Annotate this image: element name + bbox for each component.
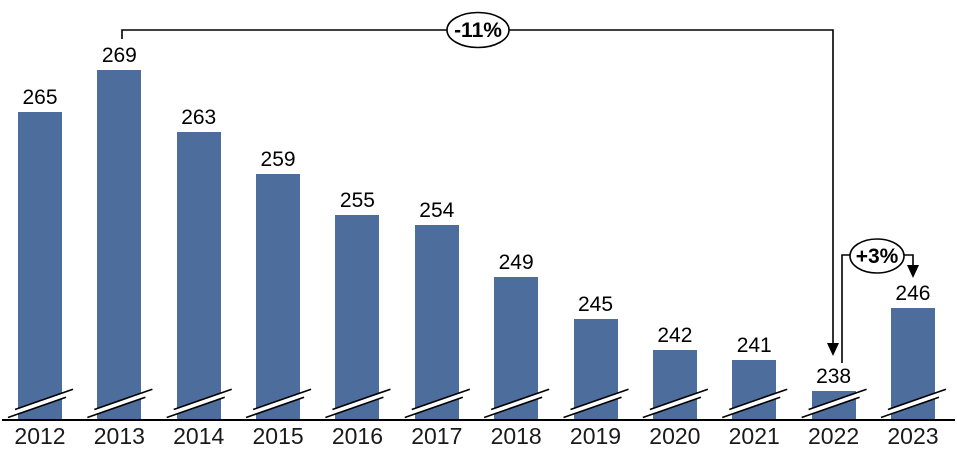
axis-break-slash-icon [245, 396, 305, 419]
axis-break-slash-icon [563, 396, 622, 419]
axis-break-slash-icon [801, 396, 860, 419]
bar-2016 [335, 215, 380, 420]
axis-break-slash-icon [649, 388, 709, 411]
decline-arrowhead-icon [827, 343, 839, 356]
decline-badge-label: -11% [454, 19, 502, 42]
growth-badge-oval [849, 238, 905, 274]
bar-2015 [256, 173, 301, 420]
axis-break-slash-icon [483, 396, 543, 419]
axis-break-slash-icon [166, 396, 225, 419]
annotation-growth: +3% [841, 238, 919, 363]
decline-badge-oval [446, 11, 510, 49]
axis-break-gap [325, 389, 391, 418]
bar-2014 [176, 132, 221, 420]
annotation-decline: -11% [121, 11, 839, 356]
axis-break-slash-icon [252, 388, 312, 411]
axis-break-slash-icon [642, 396, 702, 419]
decline-bracket-line [121, 29, 834, 344]
axis-break-slash-icon [173, 388, 232, 411]
growth-badge-label: +3% [856, 245, 899, 268]
axis-break-slash-icon [887, 388, 947, 411]
axis-break-slash-icon [880, 396, 940, 419]
axis-break-slash-icon [728, 388, 788, 411]
axis-break-slash-icon [404, 396, 464, 419]
axis-break-slash-icon [332, 388, 391, 411]
axis-break-gap [642, 389, 708, 418]
axis-break-slash-icon [490, 388, 550, 411]
axis-break-gap [484, 389, 550, 418]
axis-break-slash-icon [808, 388, 867, 411]
growth-arrowhead-icon [907, 265, 919, 278]
axis-break-slash-icon [94, 388, 153, 411]
axis-break-gap [722, 389, 788, 418]
axis-break-slash-icon [721, 396, 781, 419]
axis-break-gap [563, 389, 629, 418]
axis-break-gap [8, 389, 73, 418]
axis-break-gap [404, 389, 470, 418]
axis-break-slash-icon [87, 396, 146, 419]
axis-break-marks [7, 388, 947, 419]
bar-2017 [414, 225, 459, 420]
axis-break-slash-icon [325, 396, 384, 419]
axis-break-gap [166, 389, 232, 418]
bar-2013 [97, 70, 142, 420]
axis-break-slash-icon [7, 396, 67, 419]
axis-break-gap [87, 389, 153, 418]
axis-break-slash-icon [411, 388, 471, 411]
axis-break-gap [801, 389, 867, 418]
axis-break-slash-icon [14, 388, 74, 411]
bar-2012 [18, 111, 62, 420]
axis-break-slash-icon [570, 388, 629, 411]
axis-break-gap [880, 389, 946, 418]
axis-break-gap [246, 389, 312, 418]
